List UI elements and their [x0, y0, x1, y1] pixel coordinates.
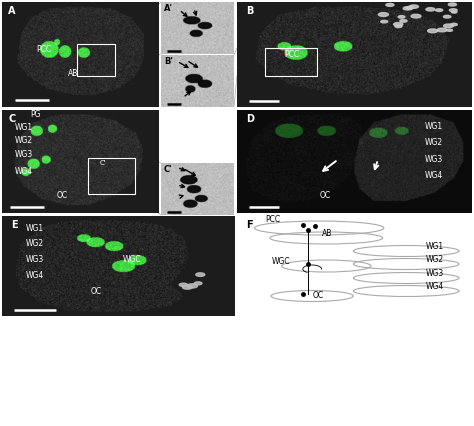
Ellipse shape: [411, 14, 421, 18]
Ellipse shape: [395, 25, 402, 28]
Ellipse shape: [179, 283, 188, 286]
Text: C': C': [100, 160, 106, 166]
Text: WG2: WG2: [25, 239, 44, 248]
Ellipse shape: [400, 20, 407, 22]
Text: WG3: WG3: [15, 150, 33, 159]
Text: OC: OC: [57, 190, 68, 199]
Text: WG3: WG3: [25, 255, 44, 264]
Text: WG1: WG1: [15, 123, 33, 132]
Ellipse shape: [428, 29, 438, 33]
Ellipse shape: [447, 29, 453, 32]
Ellipse shape: [403, 7, 412, 10]
Ellipse shape: [451, 23, 457, 26]
Text: WG3: WG3: [426, 269, 444, 278]
Ellipse shape: [426, 8, 435, 11]
Ellipse shape: [444, 15, 451, 18]
Text: OC: OC: [312, 291, 323, 300]
Text: PCC: PCC: [265, 215, 280, 224]
Text: C': C': [164, 165, 173, 174]
Text: AB: AB: [321, 229, 332, 238]
Text: WG1: WG1: [425, 121, 443, 130]
Bar: [77, 44, 115, 75]
Ellipse shape: [406, 6, 414, 9]
Bar: [88, 158, 136, 194]
Text: WG2: WG2: [425, 138, 443, 147]
Text: A': A': [164, 4, 173, 13]
Ellipse shape: [378, 13, 389, 17]
Text: WGC: WGC: [272, 257, 291, 266]
Ellipse shape: [451, 11, 457, 13]
Ellipse shape: [437, 28, 447, 32]
Text: A: A: [8, 6, 16, 16]
Text: WGC: WGC: [123, 255, 142, 264]
Ellipse shape: [398, 16, 405, 18]
Text: OC: OC: [319, 190, 330, 199]
Ellipse shape: [393, 23, 403, 26]
Text: WG4: WG4: [15, 167, 33, 176]
Text: WG1: WG1: [426, 242, 444, 251]
Ellipse shape: [410, 5, 419, 9]
Ellipse shape: [196, 273, 205, 276]
Ellipse shape: [182, 285, 192, 289]
Ellipse shape: [194, 282, 202, 285]
Text: OC: OC: [91, 287, 101, 296]
Text: B: B: [246, 6, 254, 16]
Text: WG3: WG3: [425, 155, 443, 164]
Text: PG: PG: [30, 110, 41, 119]
Ellipse shape: [386, 3, 394, 6]
Ellipse shape: [381, 20, 388, 23]
Text: WG4: WG4: [25, 271, 44, 280]
Text: AB: AB: [68, 69, 78, 78]
Text: F: F: [246, 220, 253, 230]
Text: E: E: [11, 220, 18, 230]
Text: WG4: WG4: [426, 282, 444, 291]
Bar: [265, 48, 317, 75]
Text: PCC: PCC: [36, 46, 52, 55]
Text: C: C: [8, 114, 16, 124]
Ellipse shape: [187, 284, 198, 288]
Ellipse shape: [448, 3, 456, 6]
Text: D: D: [246, 114, 255, 124]
Ellipse shape: [436, 9, 443, 12]
Text: WG1: WG1: [25, 224, 44, 233]
Text: B': B': [164, 57, 173, 66]
Text: WG4: WG4: [425, 171, 443, 180]
Text: WG2: WG2: [426, 255, 444, 264]
Text: WG2: WG2: [15, 136, 33, 145]
Ellipse shape: [449, 9, 457, 12]
Text: PCC: PCC: [284, 49, 299, 59]
Ellipse shape: [444, 24, 454, 28]
